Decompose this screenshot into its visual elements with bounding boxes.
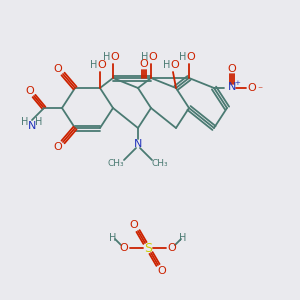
Text: H: H — [109, 233, 117, 243]
Text: ⁻: ⁻ — [257, 85, 262, 95]
Text: H: H — [179, 52, 187, 62]
Text: O: O — [228, 64, 236, 74]
Text: H: H — [90, 60, 98, 70]
Text: N: N — [134, 139, 142, 149]
Text: O: O — [140, 59, 148, 69]
Text: N: N — [28, 121, 36, 131]
Text: CH₃: CH₃ — [108, 160, 124, 169]
Text: O: O — [54, 64, 62, 74]
Text: CH₃: CH₃ — [152, 160, 168, 169]
Text: H: H — [21, 117, 29, 127]
Text: +: + — [234, 80, 240, 86]
Text: H: H — [35, 117, 43, 127]
Text: O: O — [187, 52, 195, 62]
Text: O: O — [111, 52, 119, 62]
Text: O: O — [98, 60, 106, 70]
Text: O: O — [54, 142, 62, 152]
Text: N: N — [228, 82, 236, 92]
Text: H: H — [163, 60, 171, 70]
Text: S: S — [144, 242, 152, 254]
Text: H: H — [141, 52, 149, 62]
Text: H: H — [103, 52, 111, 62]
Text: O: O — [26, 86, 34, 96]
Text: O: O — [158, 266, 166, 276]
Text: O: O — [248, 83, 256, 93]
Text: O: O — [171, 60, 179, 70]
Text: O: O — [120, 243, 128, 253]
Text: O: O — [130, 220, 138, 230]
Text: O: O — [148, 52, 158, 62]
Text: O: O — [168, 243, 176, 253]
Text: H: H — [179, 233, 187, 243]
